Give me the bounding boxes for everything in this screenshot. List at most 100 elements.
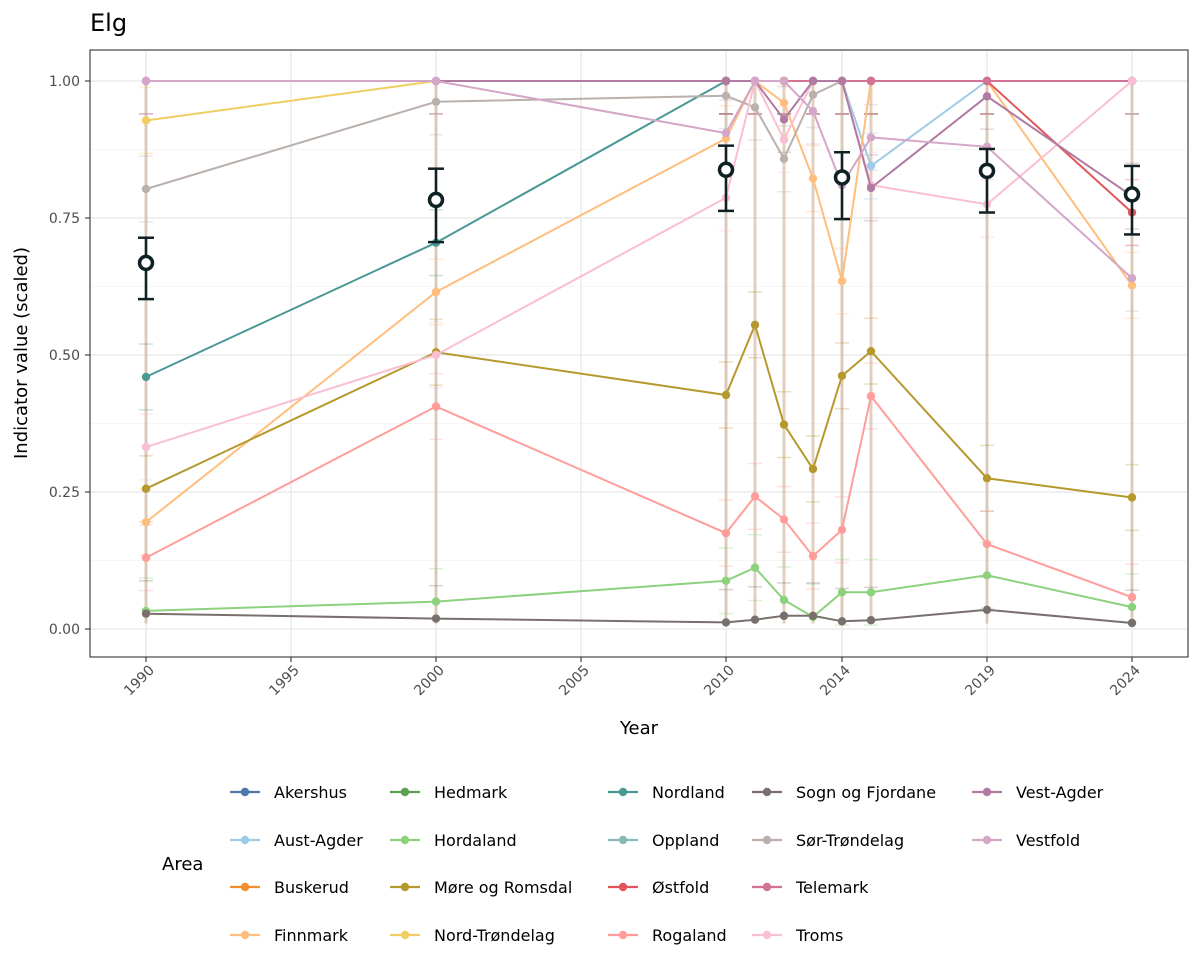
series-point bbox=[779, 115, 789, 124]
y-axis: 0.00 0.25 0.50 0.75 1.00 bbox=[49, 74, 90, 638]
series-point bbox=[750, 320, 760, 330]
legend-key-point bbox=[762, 835, 772, 845]
series-point bbox=[141, 553, 151, 562]
series-point bbox=[779, 611, 789, 621]
legend-key-point bbox=[400, 930, 410, 940]
legend-key-point bbox=[240, 835, 250, 845]
series-point bbox=[141, 76, 151, 86]
legend-item-oppland: Oppland bbox=[608, 831, 719, 850]
series-point bbox=[1127, 274, 1137, 283]
series-point bbox=[982, 571, 992, 580]
legend-key-point bbox=[618, 882, 628, 892]
mean-point bbox=[833, 169, 851, 186]
legend-key-point bbox=[618, 787, 628, 797]
legend-label: Oppland bbox=[652, 831, 719, 850]
mean-point-group bbox=[1123, 164, 1141, 236]
legend-title: Area bbox=[162, 854, 203, 875]
series-point bbox=[779, 135, 789, 144]
summary-layer bbox=[137, 144, 1141, 301]
series-point bbox=[1127, 76, 1137, 86]
x-axis-title: Year bbox=[619, 718, 659, 739]
legend-key-point bbox=[762, 930, 772, 940]
series-point bbox=[721, 576, 731, 585]
legend: Area Akershus Aust-Agder Buskerud Finnmark H… bbox=[162, 783, 1104, 945]
series-sogn-og-fjordane bbox=[141, 605, 1137, 628]
series-point bbox=[750, 492, 760, 501]
legend-item-rogaland: Rogaland bbox=[608, 926, 727, 945]
series-point bbox=[808, 90, 818, 99]
series-point bbox=[431, 350, 441, 360]
legend-item-hedmark: Hedmark bbox=[390, 783, 508, 802]
series-point bbox=[721, 128, 731, 138]
series-point bbox=[866, 616, 876, 625]
legend-item-finnmark: Finnmark bbox=[230, 926, 349, 945]
legend-label: Sør-Trøndelag bbox=[796, 831, 904, 850]
mean-point-group bbox=[833, 150, 851, 221]
series-point bbox=[431, 402, 441, 411]
x-tick-label: 1990 bbox=[121, 663, 158, 700]
series-point bbox=[431, 597, 441, 606]
x-axis: 1990 1995 2000 2005 2010 2014 2019 2024 bbox=[121, 657, 1144, 699]
series-point bbox=[808, 464, 818, 474]
series-point bbox=[837, 76, 847, 86]
legend-item-hordaland: Hordaland bbox=[390, 831, 517, 850]
legend-key-point bbox=[240, 930, 250, 940]
series-line bbox=[145, 78, 1133, 449]
series-point bbox=[866, 346, 876, 356]
x-tick-label: 2019 bbox=[962, 663, 999, 700]
legend-key-point bbox=[400, 882, 410, 892]
series-point bbox=[750, 563, 760, 572]
series-point bbox=[866, 183, 876, 193]
y-tick-label: 1.00 bbox=[49, 74, 80, 90]
legend-label: Nordland bbox=[652, 783, 725, 802]
legend-key-point bbox=[400, 787, 410, 797]
series-point bbox=[837, 617, 847, 626]
mean-point-group bbox=[978, 147, 996, 214]
legend-key-point bbox=[400, 835, 410, 845]
series-point bbox=[837, 371, 847, 381]
series-layer bbox=[141, 76, 1137, 628]
series-point bbox=[982, 539, 992, 549]
x-tick-label: 2005 bbox=[556, 663, 593, 700]
series-point bbox=[866, 391, 876, 401]
mean-point bbox=[978, 162, 996, 180]
series-point bbox=[866, 161, 876, 171]
legend-label: Akershus bbox=[274, 783, 347, 802]
legend-key-point bbox=[240, 787, 250, 797]
plot-panel bbox=[90, 50, 1188, 657]
legend-label: Hedmark bbox=[434, 783, 508, 802]
mean-point bbox=[427, 191, 445, 209]
legend-label: Vest-Agder bbox=[1016, 783, 1104, 802]
series-point bbox=[808, 611, 818, 621]
series-point bbox=[779, 595, 789, 605]
legend-item-nordland: Nordland bbox=[608, 783, 725, 802]
y-axis-title: Indicator value (scaled) bbox=[11, 247, 32, 459]
plot-border bbox=[89, 49, 1189, 658]
legend-item-m-re-og-romsdal: Møre og Romsdal bbox=[390, 878, 572, 897]
series-point bbox=[982, 605, 992, 615]
series-point bbox=[721, 528, 731, 538]
legend-item-akershus: Akershus bbox=[230, 783, 347, 802]
legend-label: Vestfold bbox=[1016, 831, 1080, 850]
legend-item-aust-agder: Aust-Agder bbox=[230, 831, 363, 850]
legend-label: Aust-Agder bbox=[274, 831, 363, 850]
y-tick-label: 0.00 bbox=[49, 622, 80, 638]
mean-point-group bbox=[427, 167, 445, 244]
series-point bbox=[721, 618, 731, 627]
legend-label: Troms bbox=[795, 926, 843, 945]
series-point bbox=[1127, 281, 1137, 290]
mean-point bbox=[137, 254, 155, 272]
legend-key-point bbox=[762, 787, 772, 797]
legend-label: Hordaland bbox=[434, 831, 517, 850]
series-point bbox=[808, 106, 818, 116]
series-point bbox=[721, 76, 731, 86]
y-tick-label: 0.75 bbox=[49, 211, 80, 227]
series-point bbox=[1127, 493, 1137, 502]
legend-key-point bbox=[618, 930, 628, 940]
legend-key-point bbox=[982, 787, 992, 797]
series-point bbox=[141, 609, 151, 618]
series-line bbox=[145, 321, 1133, 499]
legend-label: Møre og Romsdal bbox=[434, 878, 572, 897]
series-line bbox=[145, 608, 1133, 624]
